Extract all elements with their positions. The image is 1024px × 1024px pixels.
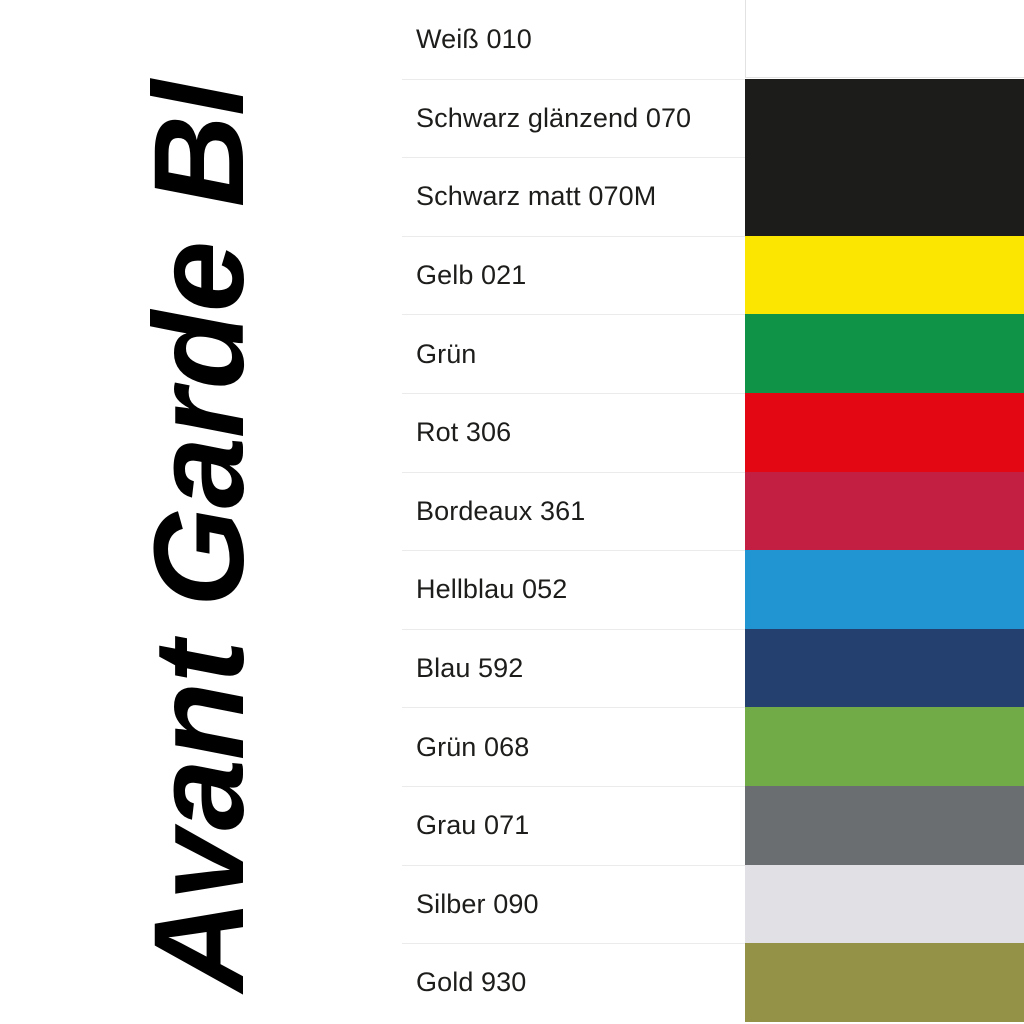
color-name: Grün 068 bbox=[416, 731, 530, 762]
color-name: Weiß 010 bbox=[416, 23, 532, 54]
color-swatch[interactable] bbox=[745, 392, 1024, 472]
color-swatch[interactable] bbox=[745, 471, 1024, 551]
color-row[interactable]: Silber 090 bbox=[402, 864, 1024, 944]
color-name: Schwarz glänzend 070 bbox=[416, 102, 692, 133]
color-row[interactable]: Hellblau 052 bbox=[402, 550, 1024, 629]
color-row[interactable]: Schwarz glänzend 070 bbox=[402, 78, 1024, 158]
color-row[interactable]: Bordeaux 361 bbox=[402, 471, 1024, 551]
color-name: Gelb 021 bbox=[416, 260, 527, 291]
color-swatch[interactable] bbox=[745, 943, 1024, 1022]
color-name: Bordeaux 361 bbox=[416, 495, 586, 526]
color-name: Gold 930 bbox=[416, 967, 527, 998]
color-row[interactable]: Blau 592 bbox=[402, 628, 1024, 708]
color-row[interactable]: Rot 306 bbox=[402, 392, 1024, 472]
color-row[interactable]: Grau 071 bbox=[402, 785, 1024, 865]
color-name: Schwarz matt 070M bbox=[416, 181, 657, 212]
color-row[interactable]: Grün 068 bbox=[402, 707, 1024, 786]
brand-title: Avant Garde Bl bbox=[128, 81, 271, 992]
color-name: Hellblau 052 bbox=[416, 574, 568, 605]
color-row[interactable]: Schwarz matt 070M bbox=[402, 157, 1024, 236]
color-row[interactable]: Gold 930 bbox=[402, 943, 1024, 1022]
color-name: Grau 071 bbox=[416, 810, 530, 841]
color-row[interactable]: Gelb 021 bbox=[402, 235, 1024, 315]
color-swatch[interactable] bbox=[745, 707, 1024, 786]
color-swatch[interactable] bbox=[745, 314, 1024, 393]
color-name: Silber 090 bbox=[416, 888, 539, 919]
color-swatch[interactable] bbox=[745, 864, 1024, 944]
color-swatch[interactable] bbox=[745, 628, 1024, 708]
color-swatch[interactable] bbox=[745, 550, 1024, 629]
color-row[interactable]: Grün bbox=[402, 314, 1024, 393]
color-swatch[interactable] bbox=[745, 785, 1024, 865]
color-row[interactable]: Weiß 010 bbox=[402, 0, 1024, 79]
color-swatch[interactable] bbox=[745, 235, 1024, 315]
color-swatch[interactable] bbox=[745, 78, 1024, 158]
color-name: Blau 592 bbox=[416, 653, 524, 684]
color-name: Rot 306 bbox=[416, 417, 512, 448]
color-swatch[interactable] bbox=[745, 157, 1024, 236]
brand-title-area: Avant Garde Bl bbox=[0, 0, 400, 1024]
color-table: Weiß 010 Schwarz glänzend 070 Schwarz matt… bbox=[402, 0, 1024, 1024]
color-swatch[interactable] bbox=[745, 0, 1024, 78]
color-name: Grün bbox=[416, 338, 477, 369]
